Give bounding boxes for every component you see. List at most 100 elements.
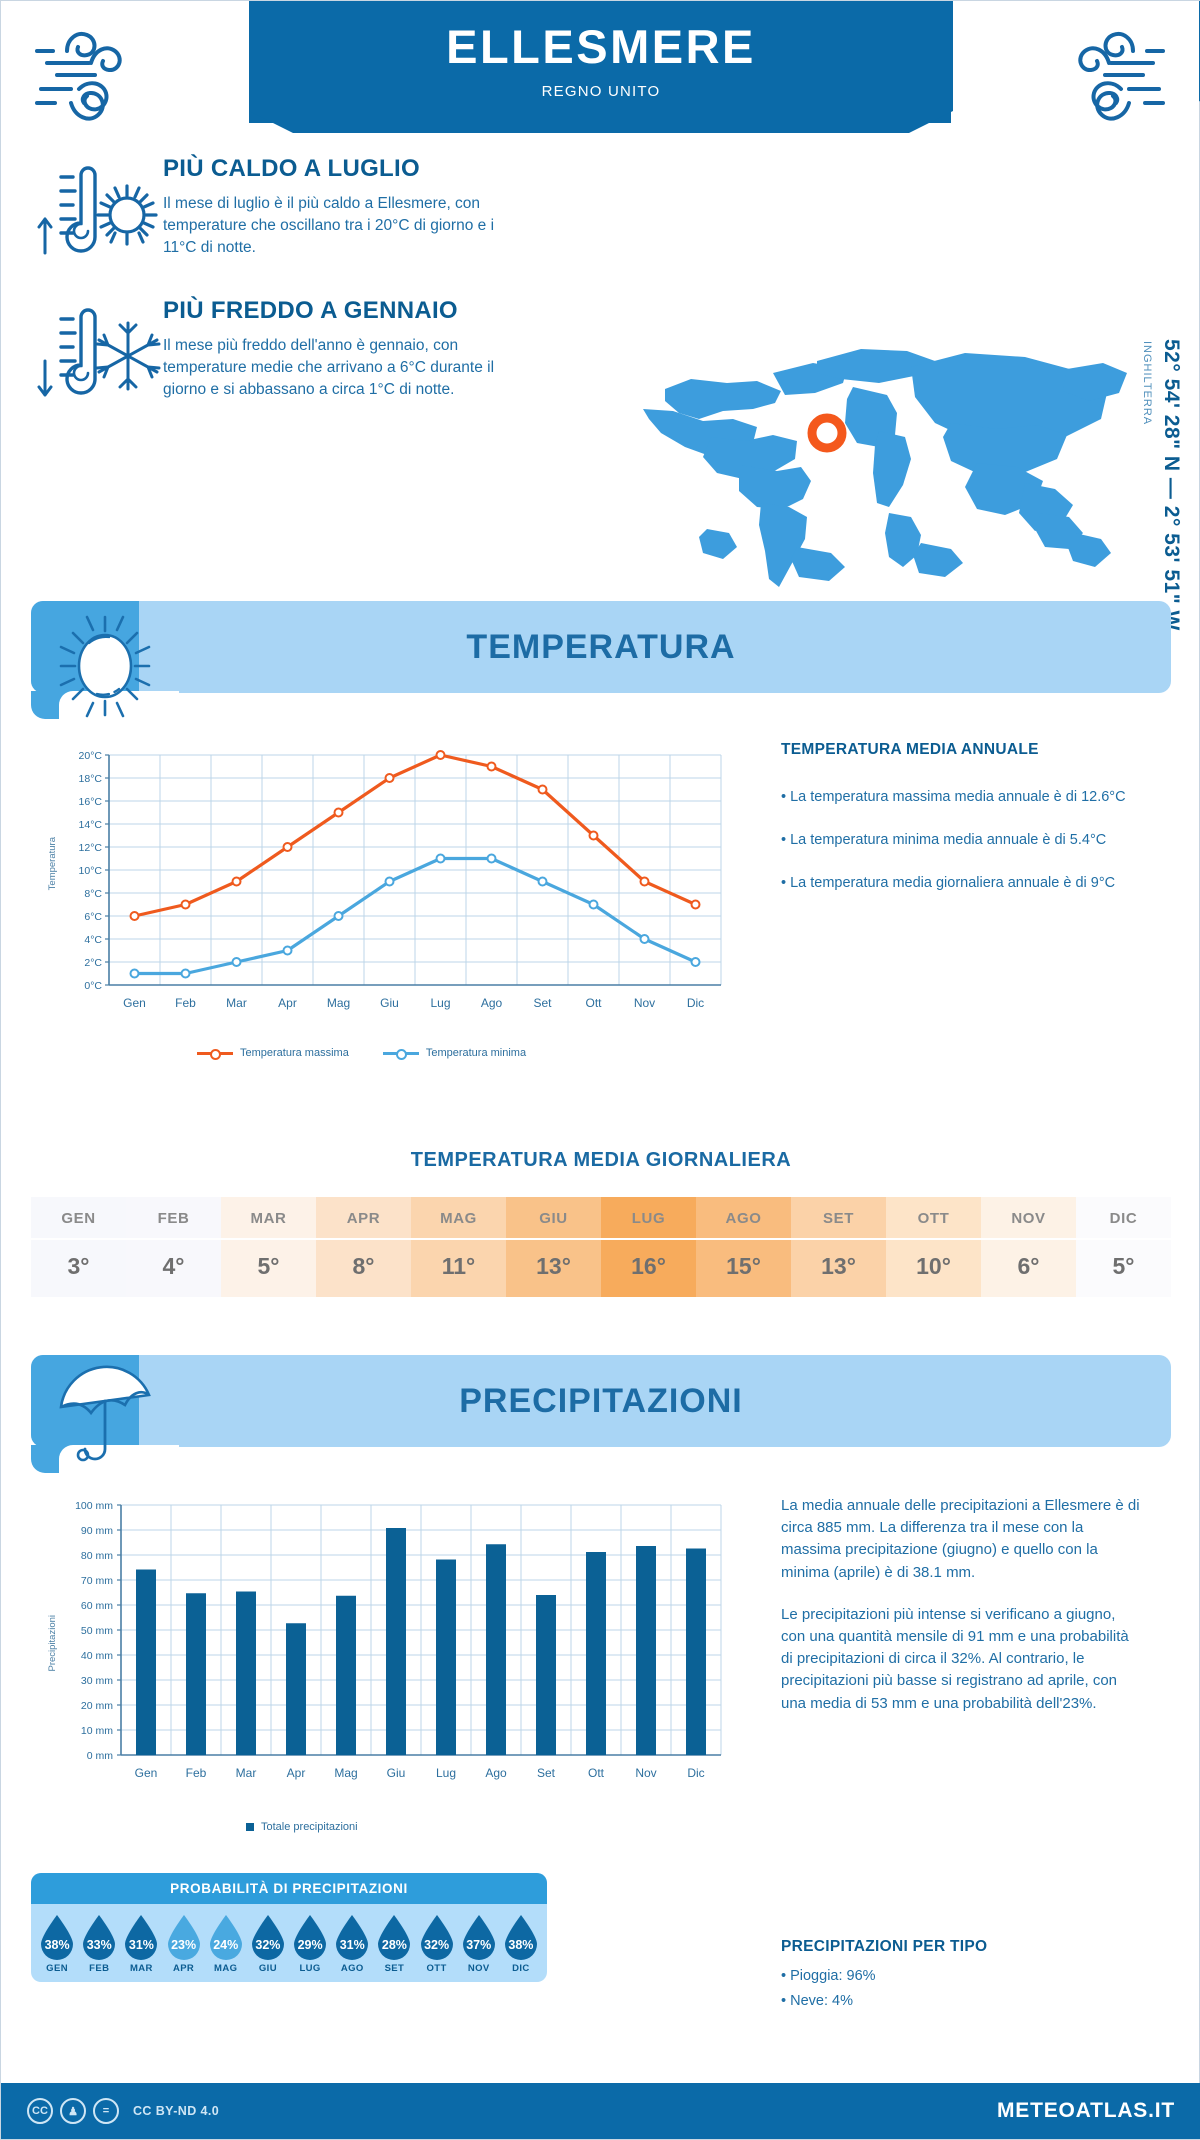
hottest-icons: [35, 153, 163, 278]
temperature-summary: TEMPERATURA MEDIA ANNUALE • La temperatu…: [781, 741, 1141, 894]
probability-month-label: GIU: [258, 1963, 277, 1974]
table-header-cell: LUG: [601, 1197, 696, 1238]
wind-icon: [29, 19, 179, 129]
svg-text:18°C: 18°C: [79, 773, 103, 785]
svg-text:30 mm: 30 mm: [81, 1675, 113, 1687]
table-value-cell: 13°: [791, 1238, 886, 1297]
svg-text:40 mm: 40 mm: [81, 1650, 113, 1662]
svg-text:Dic: Dic: [687, 996, 704, 1010]
table-value-cell: 16°: [601, 1238, 696, 1297]
svg-text:100 mm: 100 mm: [75, 1500, 113, 1512]
svg-text:Gen: Gen: [135, 1766, 158, 1780]
table-value-cell: 13°: [506, 1238, 601, 1297]
nd-icon: =: [93, 2098, 119, 2124]
water-drop-icon: 38%: [503, 1914, 539, 1960]
svg-text:Apr: Apr: [278, 996, 297, 1010]
svg-text:20 mm: 20 mm: [81, 1700, 113, 1712]
legend-swatch-total: [246, 1823, 254, 1831]
precipitation-banner-title: PRECIPITAZIONI: [459, 1381, 743, 1420]
world-map: [621, 333, 1131, 593]
water-drop-icon: 28%: [376, 1914, 412, 1960]
temperature-bullet-1: • La temperatura massima media annuale è…: [781, 789, 1126, 805]
probability-month-label: AGO: [340, 1963, 364, 1974]
svg-text:8°C: 8°C: [84, 888, 102, 900]
svg-text:Lug: Lug: [436, 1766, 456, 1780]
legend-label-min: Temperatura minima: [425, 1047, 527, 1059]
coldest-title: PIÙ FREDDO A GENNAIO: [163, 297, 458, 324]
water-drop-icon: 37%: [461, 1914, 497, 1960]
table-value-cell: 15°: [696, 1238, 791, 1297]
svg-text:Mar: Mar: [226, 996, 247, 1010]
table-header-cell: SET: [791, 1197, 886, 1238]
probability-cell: 31% AGO: [331, 1914, 373, 1974]
table-header-cell: FEB: [126, 1197, 221, 1238]
probability-month-label: NOV: [467, 1963, 490, 1974]
svg-text:Giu: Giu: [387, 1766, 406, 1780]
probability-month-label: APR: [172, 1963, 195, 1974]
legend-label-max: Temperatura massima: [240, 1047, 349, 1059]
probability-cell: 32% GIU: [247, 1914, 289, 1974]
coldest-month-block: PIÙ FREDDO A GENNAIO Il mese più freddo …: [35, 295, 505, 440]
table-header-cell: DIC: [1076, 1197, 1171, 1238]
temperature-bullet-2: • La temperatura minima media annuale è …: [781, 832, 1107, 849]
svg-text:90 mm: 90 mm: [81, 1525, 113, 1537]
table-value-cell: 5°: [221, 1238, 316, 1297]
country-subtitle: REGNO UNITO: [541, 83, 661, 100]
sun-icon: [96, 184, 158, 246]
precipitation-paragraph-1: La media annuale delle precipitazioni a …: [781, 1497, 1140, 1581]
svg-text:6°C: 6°C: [84, 911, 102, 923]
svg-text:16°C: 16°C: [79, 796, 103, 808]
svg-text:Feb: Feb: [186, 1766, 207, 1780]
svg-text:Lug: Lug: [430, 996, 450, 1010]
daily-avg-table: GEN FEB MAR APR MAG GIU LUG AGO SET OTT NOV DIC 3° 4°…: [31, 1197, 1171, 1297]
table-header-cell: OTT: [886, 1197, 981, 1238]
svg-text:Nov: Nov: [634, 996, 655, 1010]
svg-text:4°C: 4°C: [84, 934, 102, 946]
svg-text:2°C: 2°C: [84, 957, 102, 969]
banner-tab-mask: [59, 1445, 179, 1475]
legend-swatch-min: [382, 1048, 419, 1060]
region-label: INGHILTERRA: [1141, 341, 1153, 426]
svg-text:0 mm: 0 mm: [87, 1750, 114, 1762]
by-type-title: PRECIPITAZIONI PER TIPO: [781, 1938, 988, 1955]
probability-cell: 38% DIC: [500, 1914, 542, 1974]
temperature-summary-title: TEMPERATURA MEDIA ANNUALE: [781, 741, 1039, 758]
legend-item-min: Temperatura minima: [382, 1047, 527, 1060]
probability-cell: 37% NOV: [458, 1914, 500, 1974]
probability-value: 23%: [171, 1938, 197, 1952]
table-value-cell: 4°: [126, 1238, 221, 1297]
probability-month-label: SET: [384, 1963, 405, 1974]
hottest-body: Il mese di luglio è il più caldo a Elles…: [163, 195, 495, 256]
table-value-cell: 8°: [316, 1238, 411, 1297]
precip-y-axis-label: Precipitazioni: [47, 1615, 58, 1672]
by-icon: ♟: [60, 2098, 86, 2124]
probability-cell: 38% GEN: [36, 1914, 78, 1974]
probability-month-label: LUG: [299, 1963, 321, 1974]
precipitation-by-type: PRECIPITAZIONI PER TIPO • Pioggia: 96% •…: [781, 1938, 1141, 2012]
water-drop-icon: 24%: [208, 1914, 244, 1960]
svg-text:14°C: 14°C: [79, 819, 103, 831]
svg-text:Ago: Ago: [481, 996, 503, 1010]
temperature-line-plot: 0°C 2°C 4°C 6°C 8°C 10°C 12°C 14°C 16°C 18°C 20°C G…: [79, 750, 722, 1010]
water-drop-icon: 33%: [81, 1914, 117, 1960]
svg-text:10°C: 10°C: [79, 865, 103, 877]
precipitation-chart: Precipitazioni 0 mm 10 mm 20 mm 30 mm 40 mm 5…: [47, 1487, 747, 1817]
probability-cell: 29% LUG: [289, 1914, 331, 1974]
water-drop-icon: 23%: [166, 1914, 202, 1960]
svg-text:Set: Set: [533, 996, 552, 1010]
water-drop-icon: 29%: [292, 1914, 328, 1960]
hottest-month-block: PIÙ CALDO A LUGLIO Il mese di luglio è i…: [35, 153, 505, 278]
probability-cell: 32% OTT: [416, 1914, 458, 1974]
svg-text:Ago: Ago: [485, 1766, 507, 1780]
coldest-icons: [35, 295, 163, 440]
hottest-title: PIÙ CALDO A LUGLIO: [163, 155, 420, 182]
temperature-legend: Temperatura massima Temperatura minima: [197, 1047, 527, 1060]
license-label: CC BY-ND 4.0: [133, 2104, 220, 2118]
water-drop-icon: 31%: [334, 1914, 370, 1960]
legend-swatch-max: [197, 1048, 233, 1060]
svg-text:60 mm: 60 mm: [81, 1600, 113, 1612]
summary-section: PIÙ CALDO A LUGLIO Il mese di luglio è i…: [1, 153, 1200, 631]
precipitation-probability-panel: PROBABILITÀ DI PRECIPITAZIONI 38% GEN 33% F…: [31, 1873, 547, 1982]
table-header-cell: NOV: [981, 1197, 1076, 1238]
